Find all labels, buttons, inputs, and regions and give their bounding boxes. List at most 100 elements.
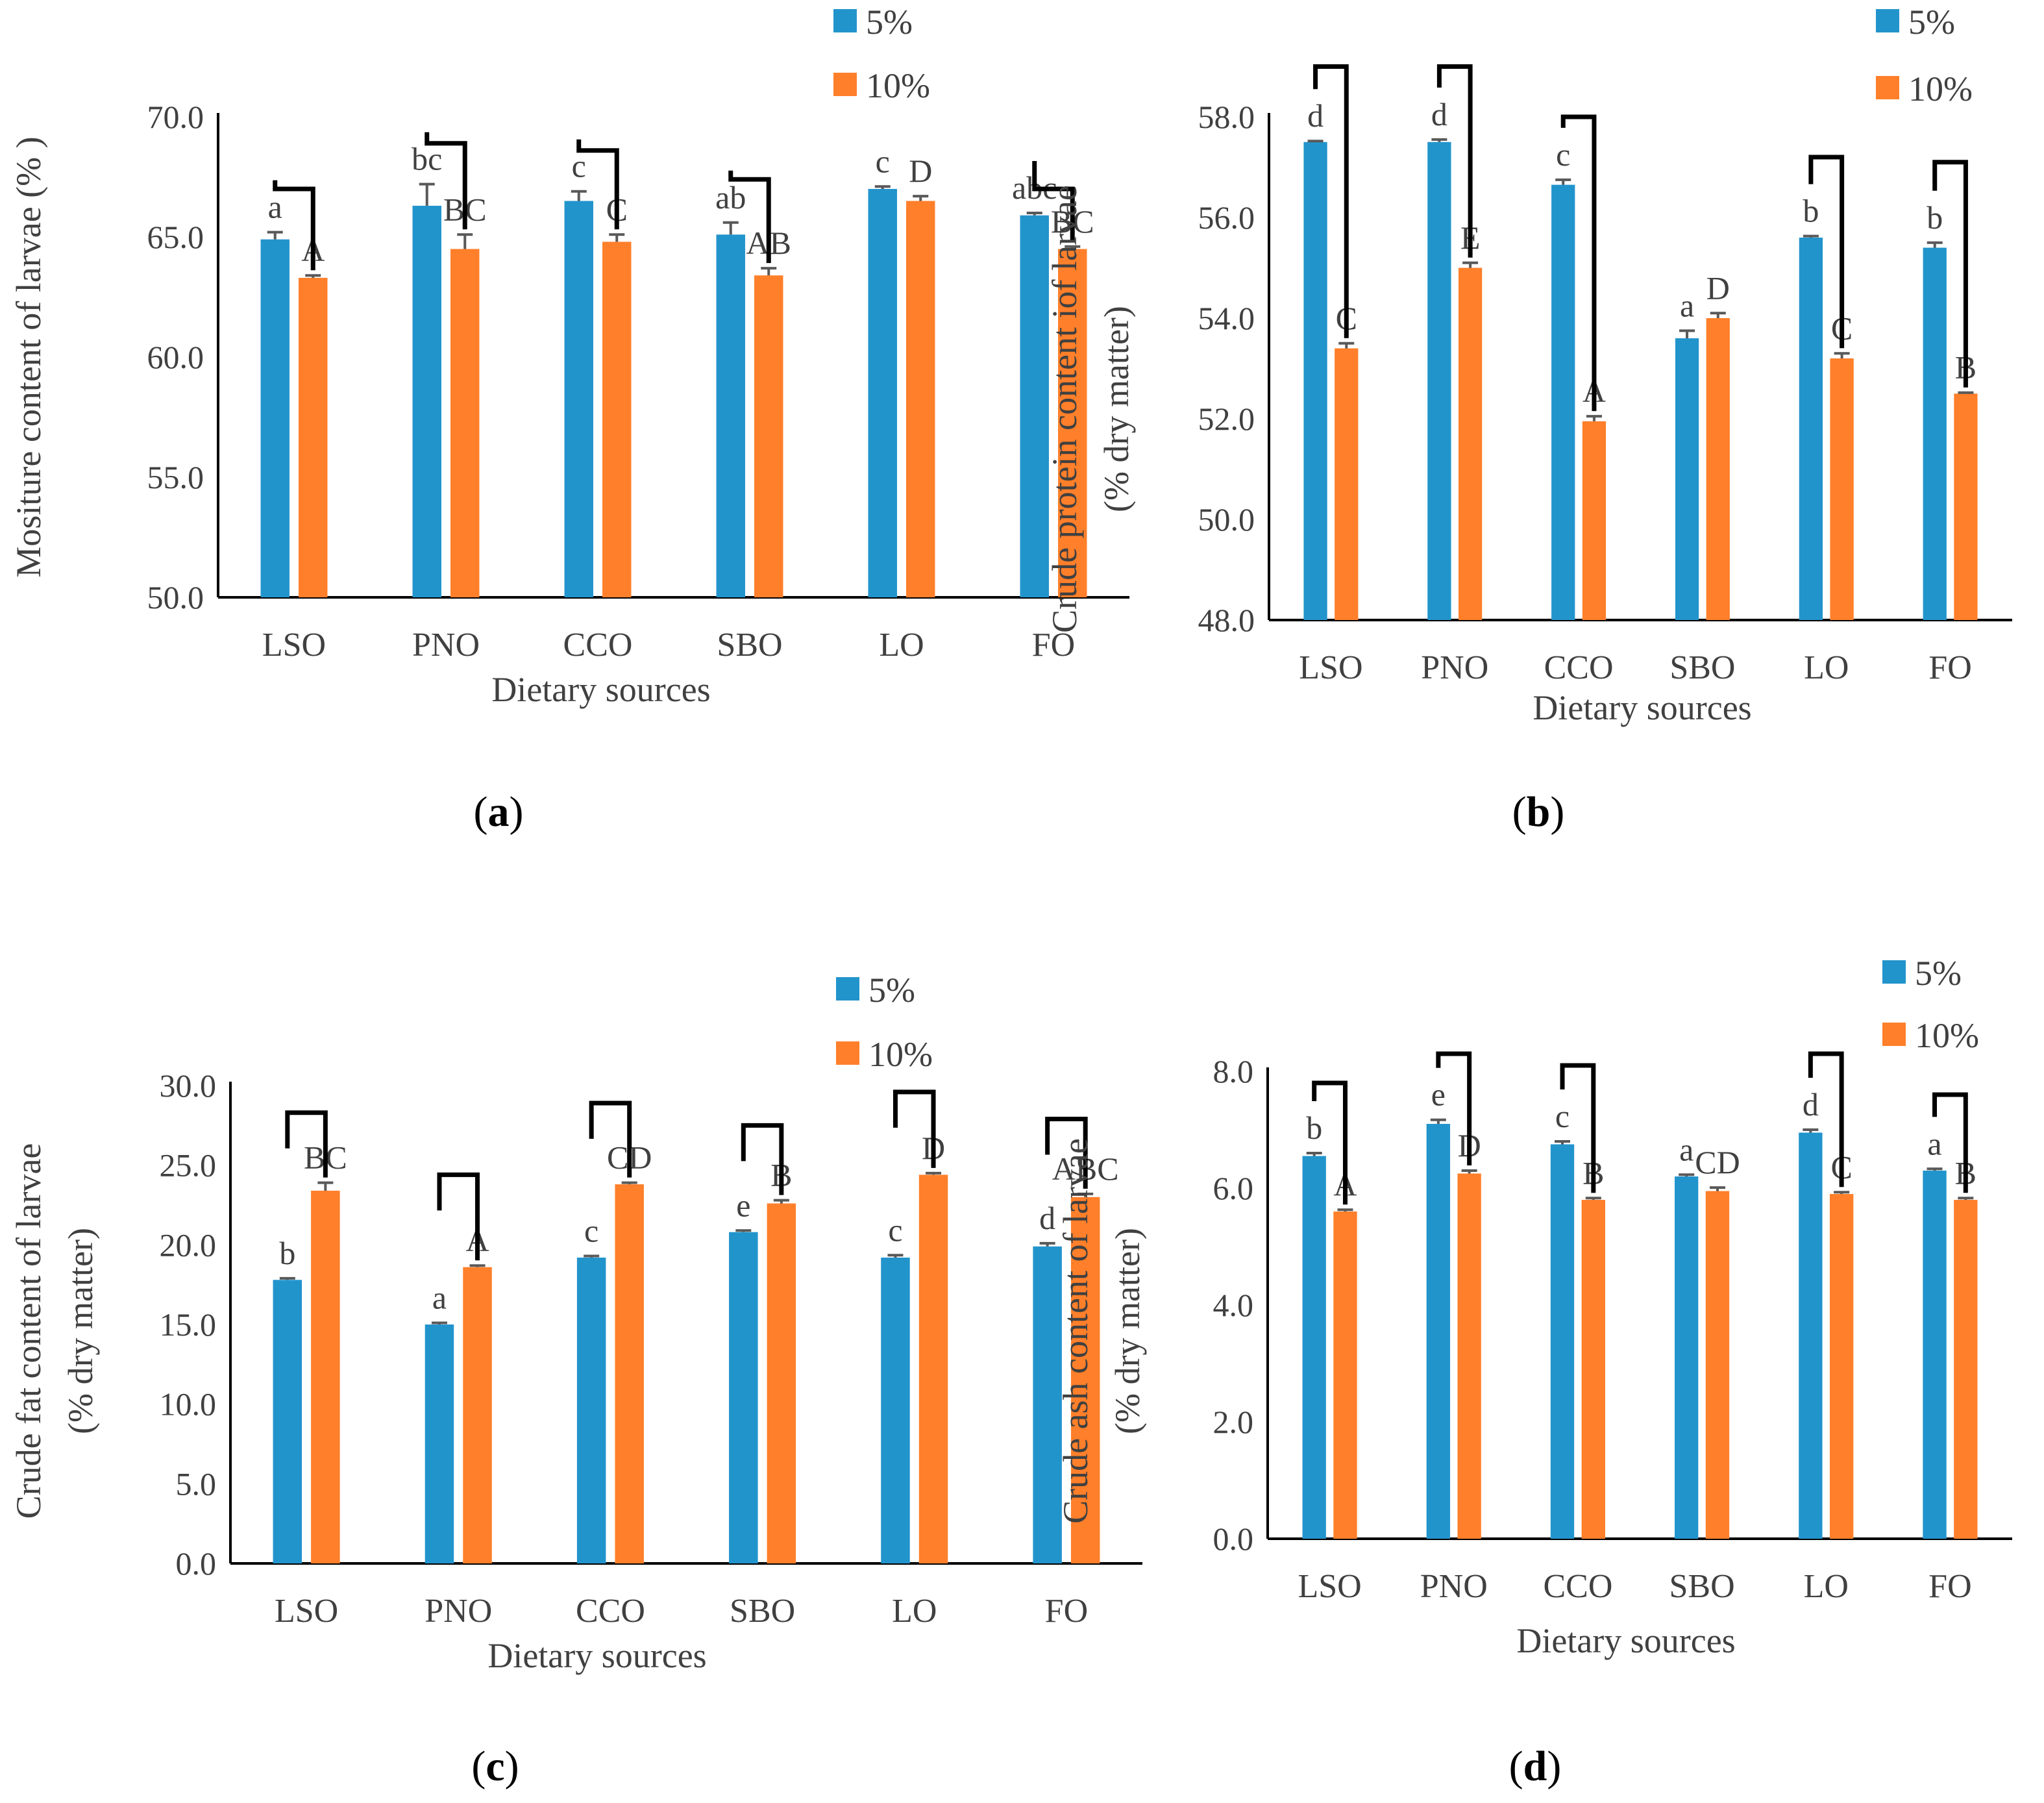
- y-axis-title: Mositure content of larvae (% ): [9, 136, 48, 577]
- significance-letter: d: [1307, 97, 1324, 134]
- x-axis-title: Dietary sources: [487, 1636, 706, 1675]
- x-tick-label: SBO: [1669, 649, 1735, 686]
- significance-letter: c: [876, 143, 890, 179]
- x-tick-label: SBO: [1669, 1568, 1735, 1605]
- bar-10pct-lo: [906, 201, 935, 597]
- x-tick-label: LSO: [275, 1593, 338, 1630]
- significance-letter: b: [1306, 1110, 1322, 1146]
- y-axis-title-units: (% dry matter): [1108, 1228, 1147, 1434]
- x-tick-label: LSO: [1299, 649, 1362, 686]
- bar-10pct-lso: [1335, 348, 1359, 620]
- x-tick-label: FO: [1928, 649, 1971, 686]
- x-axis-title: Dietary sources: [1533, 688, 1751, 727]
- y-tick-label: 25.0: [160, 1147, 217, 1184]
- significance-letter: D: [1706, 269, 1730, 306]
- x-tick-label: FO: [1045, 1593, 1088, 1630]
- comparison-bracket: [1560, 1063, 1596, 1193]
- x-tick-label: FO: [1032, 627, 1075, 664]
- bar-5pct-cco: [1550, 1144, 1575, 1539]
- bar-5pct-pno: [1426, 1124, 1451, 1539]
- comparison-bracket: [1032, 161, 1075, 242]
- y-tick-label: 15.0: [160, 1306, 217, 1343]
- legend-swatch-5pct: [1876, 9, 1899, 32]
- bar-5pct-cco: [576, 1257, 606, 1563]
- x-axis-title: Dietary sources: [1516, 1621, 1735, 1660]
- y-tick-label: 30.0: [160, 1067, 217, 1104]
- y-tick-label: 2.0: [1213, 1404, 1254, 1440]
- x-tick-label: PNO: [425, 1593, 492, 1630]
- y-tick-label: 0.0: [176, 1545, 217, 1582]
- comparison-bracket: [273, 180, 315, 271]
- significance-letter: b: [1803, 193, 1819, 229]
- comparison-bracket: [1932, 160, 1968, 388]
- comparison-bracket: [285, 1110, 328, 1178]
- significance-letter: ab: [715, 179, 746, 216]
- bar-5pct-fo: [1923, 1171, 1947, 1539]
- y-tick-label: 8.0: [1213, 1053, 1254, 1089]
- legend-swatch-10pct: [1882, 1023, 1906, 1046]
- significance-letter: c: [888, 1212, 902, 1248]
- bar-5pct-sbo: [729, 1232, 758, 1563]
- panel-label: (b): [1512, 788, 1565, 836]
- bar-10pct-fo: [1070, 1197, 1100, 1563]
- comparison-bracket: [1313, 64, 1349, 338]
- significance-letter: d: [1431, 96, 1447, 132]
- x-tick-label: LO: [1804, 649, 1849, 686]
- chart-panel-b: 48.050.052.054.056.058.0 dCLSOdEPNOcACCOa…: [1045, 3, 2012, 836]
- comparison-bracket: [1436, 64, 1473, 258]
- chart-panel-a: 50.055.060.065.070.0aALSObcBCPNOcCCCOabA…: [9, 3, 1129, 836]
- bar-10pct-lso: [1333, 1212, 1357, 1539]
- y-tick-label: 70.0: [147, 99, 204, 135]
- significance-letter: a: [268, 189, 282, 225]
- significance-letter: e: [736, 1187, 750, 1223]
- bar-10pct-sbo: [1706, 318, 1730, 620]
- y-tick-label: 55.0: [147, 459, 204, 495]
- significance-letter: CD: [1695, 1144, 1740, 1180]
- comparison-bracket: [728, 170, 771, 264]
- legend-swatch-10pct: [1876, 76, 1899, 99]
- bar-10pct-lo: [918, 1175, 948, 1563]
- y-tick-label: 56.0: [1198, 199, 1255, 236]
- bar-5pct-fo: [1020, 215, 1049, 597]
- comparison-bracket: [425, 132, 467, 230]
- panel-label: (d): [1509, 1743, 1562, 1790]
- significance-letter: a: [1927, 1125, 1941, 1162]
- y-tick-label: 20.0: [160, 1226, 217, 1263]
- y-axis-title-units: (% dry matter): [1097, 306, 1136, 512]
- significance-letter: D: [909, 153, 932, 189]
- significance-letter: c: [1556, 136, 1570, 173]
- bar-5pct-sbo: [716, 234, 745, 597]
- bar-5pct-lo: [1799, 238, 1823, 620]
- bar-10pct-lso: [299, 277, 328, 597]
- bar-5pct-cco: [564, 201, 593, 597]
- y-tick-label: 58.0: [1198, 99, 1255, 135]
- y-tick-label: 6.0: [1213, 1170, 1254, 1206]
- legend-swatch-10pct: [833, 73, 857, 96]
- bar-10pct-fo: [1954, 393, 1978, 620]
- significance-letter: bc: [412, 141, 442, 177]
- bar-10pct-cco: [615, 1184, 644, 1563]
- legend-label: 5%: [1908, 3, 1955, 42]
- x-tick-label: SBO: [730, 1593, 795, 1630]
- x-tick-label: LSO: [1298, 1568, 1361, 1605]
- comparison-bracket: [1560, 114, 1597, 412]
- x-tick-label: LO: [879, 627, 924, 664]
- significance-letter: c: [584, 1213, 598, 1249]
- significance-letter: c: [572, 148, 586, 184]
- y-tick-label: 60.0: [147, 339, 204, 375]
- legend-swatch-5pct: [836, 977, 859, 1001]
- bar-5pct-pno: [425, 1324, 454, 1563]
- bar-10pct-pno: [1458, 267, 1483, 620]
- chart-panel-c: 0.05.010.015.020.025.030.0bBCLSOaAPNOcCD…: [9, 971, 1142, 1790]
- panel-label: (c): [471, 1743, 519, 1790]
- comparison-bracket: [741, 1123, 784, 1195]
- bar-10pct-cco: [602, 242, 632, 597]
- bar-5pct-lso: [1302, 1156, 1326, 1539]
- y-tick-label: 54.0: [1198, 300, 1255, 336]
- legend-label: 5%: [866, 3, 913, 42]
- x-tick-label: CCO: [1543, 1568, 1612, 1605]
- comparison-bracket: [1932, 1092, 1968, 1193]
- bar-10pct-lso: [311, 1190, 340, 1563]
- comparison-bracket: [437, 1172, 480, 1261]
